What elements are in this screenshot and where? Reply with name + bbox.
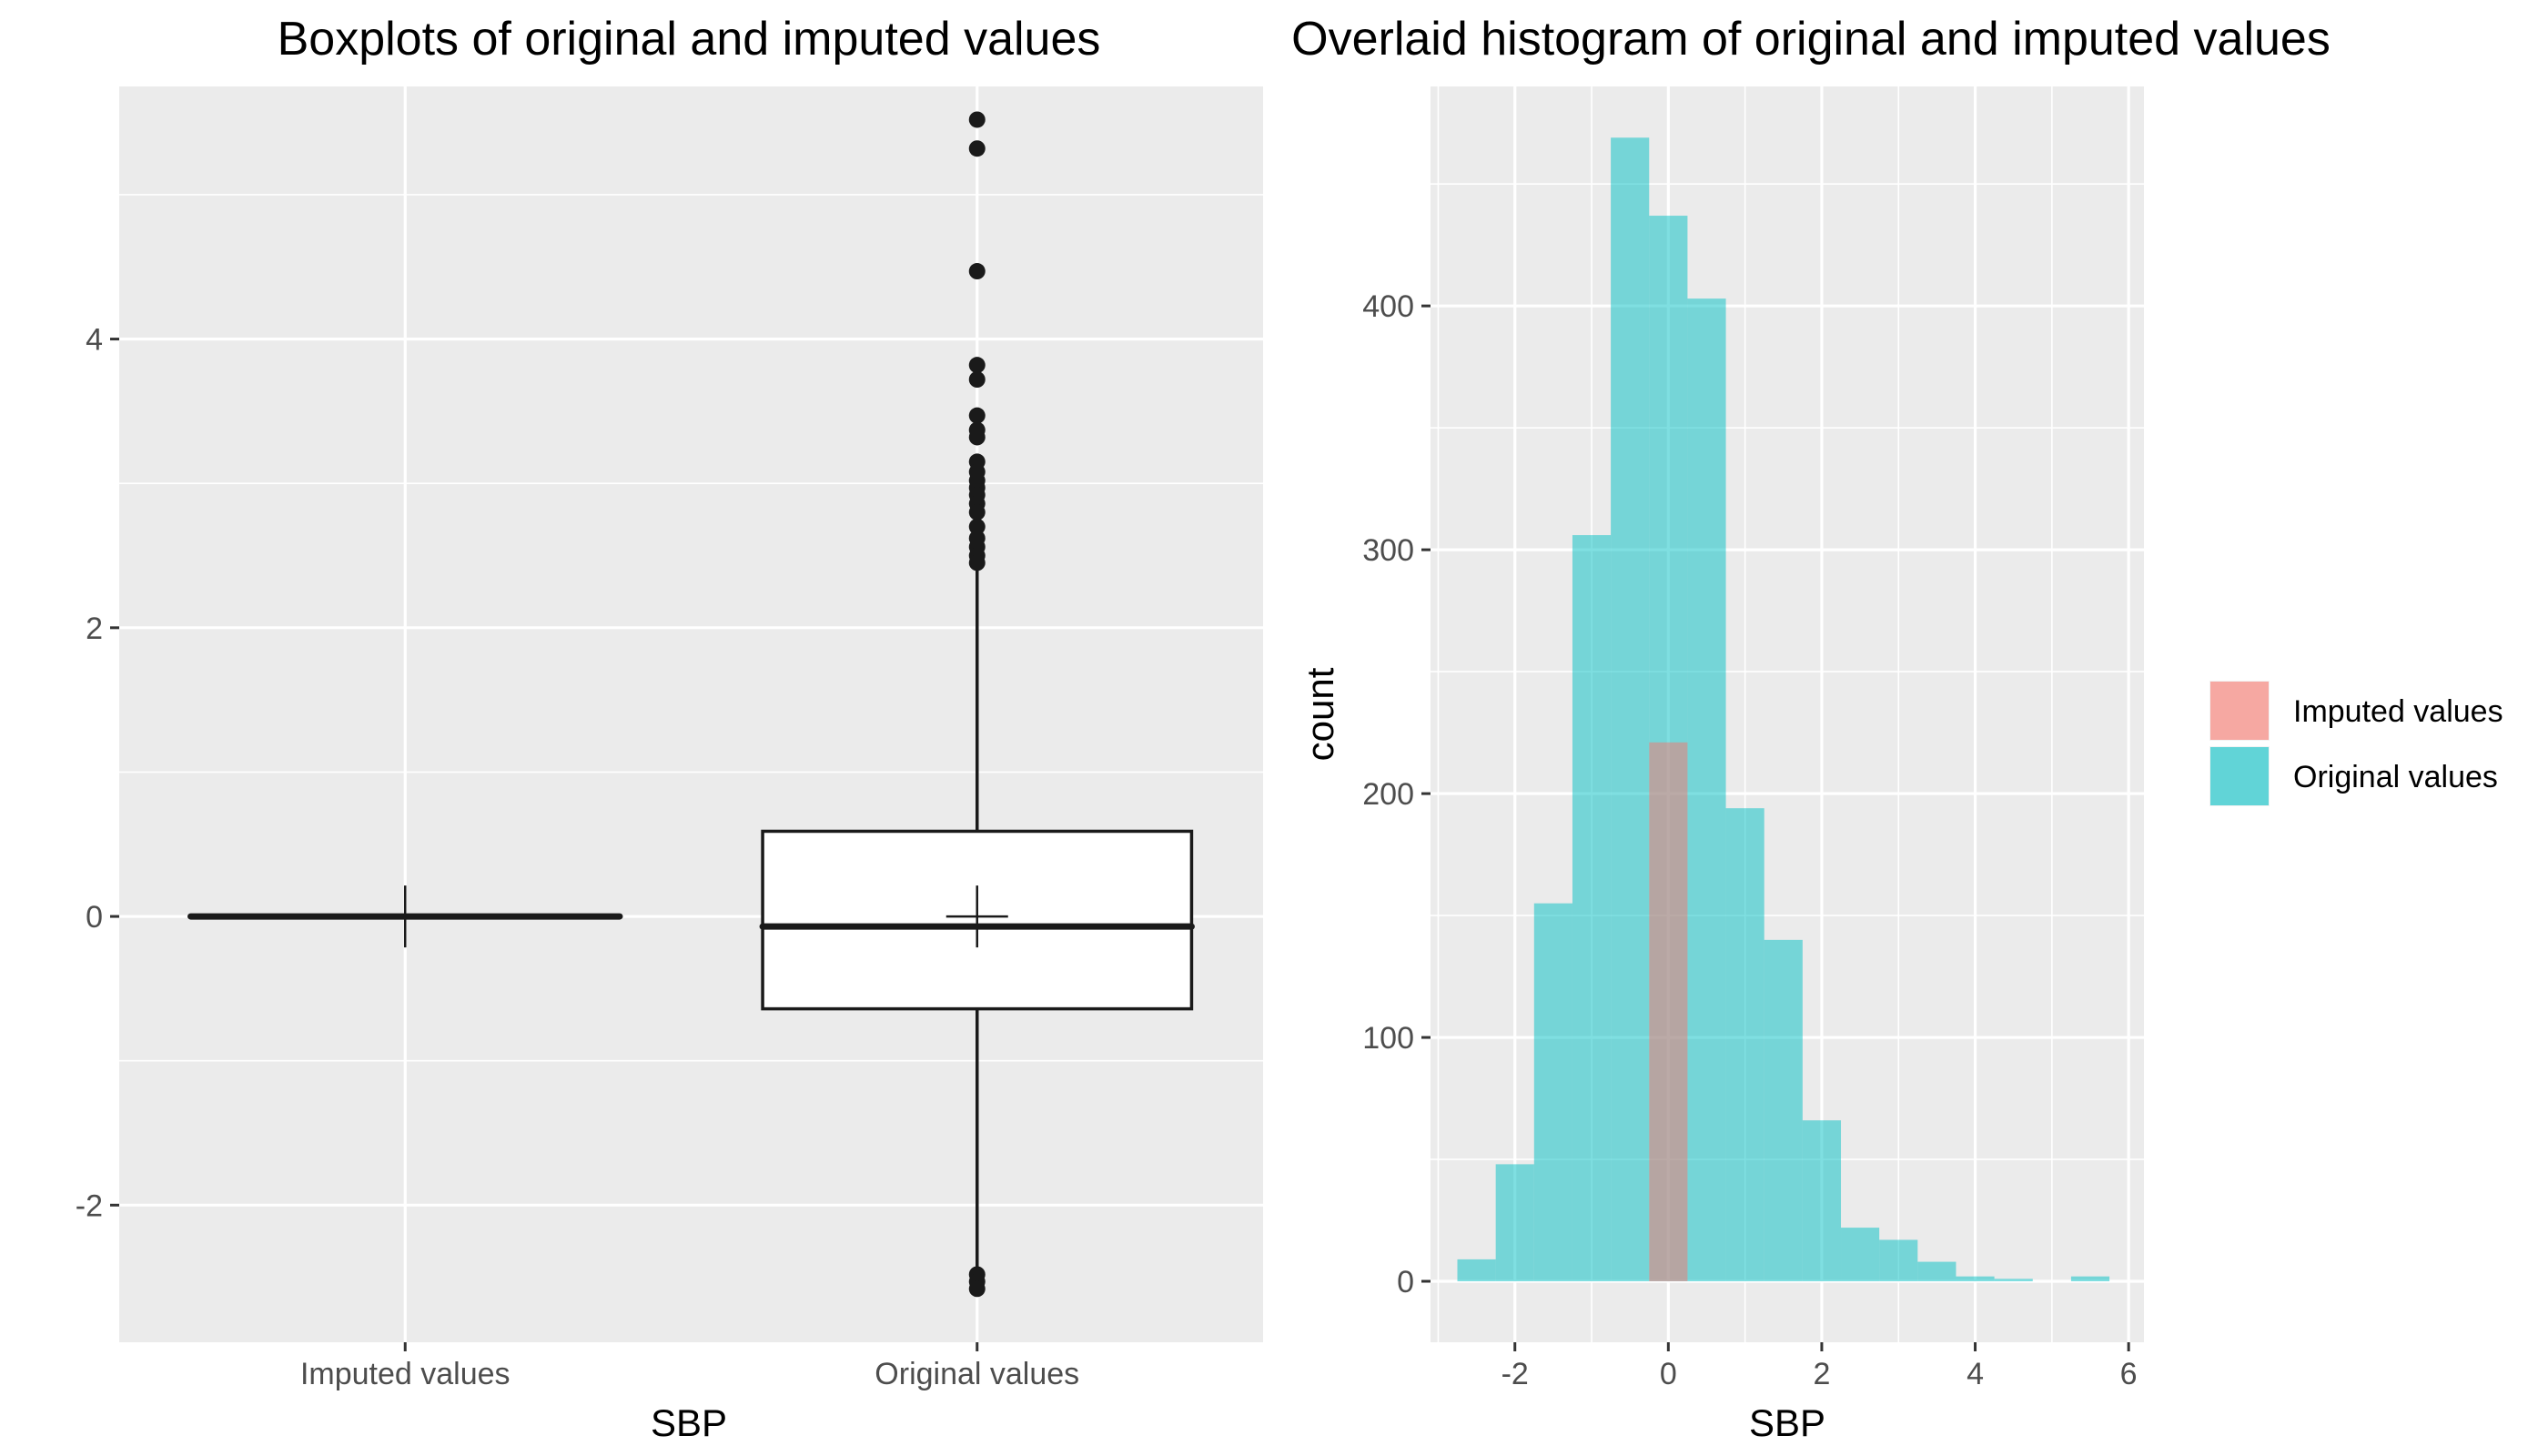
histogram-bar: [1495, 1164, 1534, 1282]
histogram-y-axis: 0 100 200 300 400: [1362, 289, 1431, 1299]
histogram-bar: [1917, 1261, 1956, 1282]
legend-item: Original values: [2209, 746, 2498, 806]
legend-swatch: [2210, 682, 2269, 740]
legend-label: Original values: [2293, 760, 2498, 794]
histogram-legend: Imputed values Original values: [2209, 681, 2503, 806]
boxplot-x-tick-label: Original values: [875, 1357, 1079, 1391]
boxplot-outlier-point: [968, 1280, 986, 1298]
histogram-y-tick-label: 100: [1362, 1021, 1414, 1056]
histogram-marks: [1457, 137, 2110, 1282]
boxplot-title: Boxplots of original and imputed values: [278, 13, 1101, 66]
histogram-x-tick-label: -2: [1502, 1357, 1529, 1391]
histogram-bar: [1457, 1259, 1496, 1282]
boxplot-plot-background: [119, 86, 1263, 1342]
boxplot-outlier-point: [968, 263, 986, 280]
boxplot-panel: Boxplots of original and imputed values …: [76, 13, 1263, 1444]
boxplot-y-axis: -2 0 2 4: [76, 323, 119, 1223]
histogram-x-axis-title: SBP: [1749, 1401, 1825, 1444]
histogram-bar: [1956, 1276, 1995, 1282]
histogram-x-tick-label: 0: [1660, 1357, 1677, 1391]
histogram-bar: [1572, 535, 1612, 1282]
histogram-bar: [1649, 742, 1688, 1282]
histogram-bar: [1725, 808, 1764, 1282]
histogram-y-axis-title: count: [1299, 667, 1341, 761]
histogram-y-tick-label: 300: [1362, 533, 1414, 568]
histogram-bar: [1879, 1239, 1918, 1282]
histogram-x-tick-label: 4: [1967, 1357, 1984, 1391]
legend-swatch: [2210, 747, 2269, 805]
legend-item: Imputed values: [2209, 681, 2503, 741]
boxplot-x-axis-title: SBP: [651, 1401, 727, 1444]
boxplot-outlier-point: [968, 554, 986, 571]
histogram-y-tick-label: 200: [1362, 777, 1414, 812]
boxplot-y-tick-label: 0: [86, 900, 103, 935]
boxplot-x-axis: Imputed values Original values: [300, 1342, 1079, 1391]
boxplot-x-tick-label: Imputed values: [300, 1357, 511, 1391]
histogram-x-tick-label: 6: [2120, 1357, 2138, 1391]
boxplot-outlier-point: [968, 407, 986, 424]
histogram-x-tick-label: 2: [1813, 1357, 1830, 1391]
boxplot-outlier-point: [968, 140, 986, 157]
histogram-bar: [1611, 137, 1650, 1282]
boxplot-group: [759, 111, 1195, 1298]
boxplot-y-tick-label: 2: [86, 612, 103, 646]
histogram-x-axis: -2 0 2 4 6: [1502, 1342, 2138, 1391]
histogram-bar: [1802, 1120, 1842, 1282]
histogram-series: [1649, 742, 1688, 1282]
boxplot-outlier-point: [968, 518, 986, 535]
histogram-bar: [1994, 1279, 2033, 1282]
boxplot-group: [187, 885, 623, 948]
boxplot-outlier-point: [968, 429, 986, 446]
boxplot-outlier-point: [968, 111, 986, 128]
histogram-title: Overlaid histogram of original and imput…: [1291, 13, 2331, 66]
histogram-bar: [2070, 1276, 2110, 1282]
histogram-bar: [1764, 939, 1803, 1282]
boxplot-outlier-point: [968, 371, 986, 388]
boxplot-y-tick-label: 4: [86, 323, 103, 358]
histogram-bar: [1841, 1228, 1880, 1282]
boxplot-y-tick-label: -2: [76, 1188, 103, 1223]
histogram-panel: Overlaid histogram of original and imput…: [1291, 13, 2331, 1444]
histogram-bar: [1533, 903, 1572, 1282]
histogram-y-tick-label: 0: [1397, 1265, 1414, 1299]
boxplot-marks: [187, 111, 1195, 1298]
histogram-bar: [1687, 298, 1726, 1282]
histogram-y-tick-label: 400: [1362, 289, 1414, 324]
boxplot-outlier-point: [968, 357, 986, 374]
boxplot-outlier-point: [968, 503, 986, 521]
legend-label: Imputed values: [2293, 694, 2503, 729]
